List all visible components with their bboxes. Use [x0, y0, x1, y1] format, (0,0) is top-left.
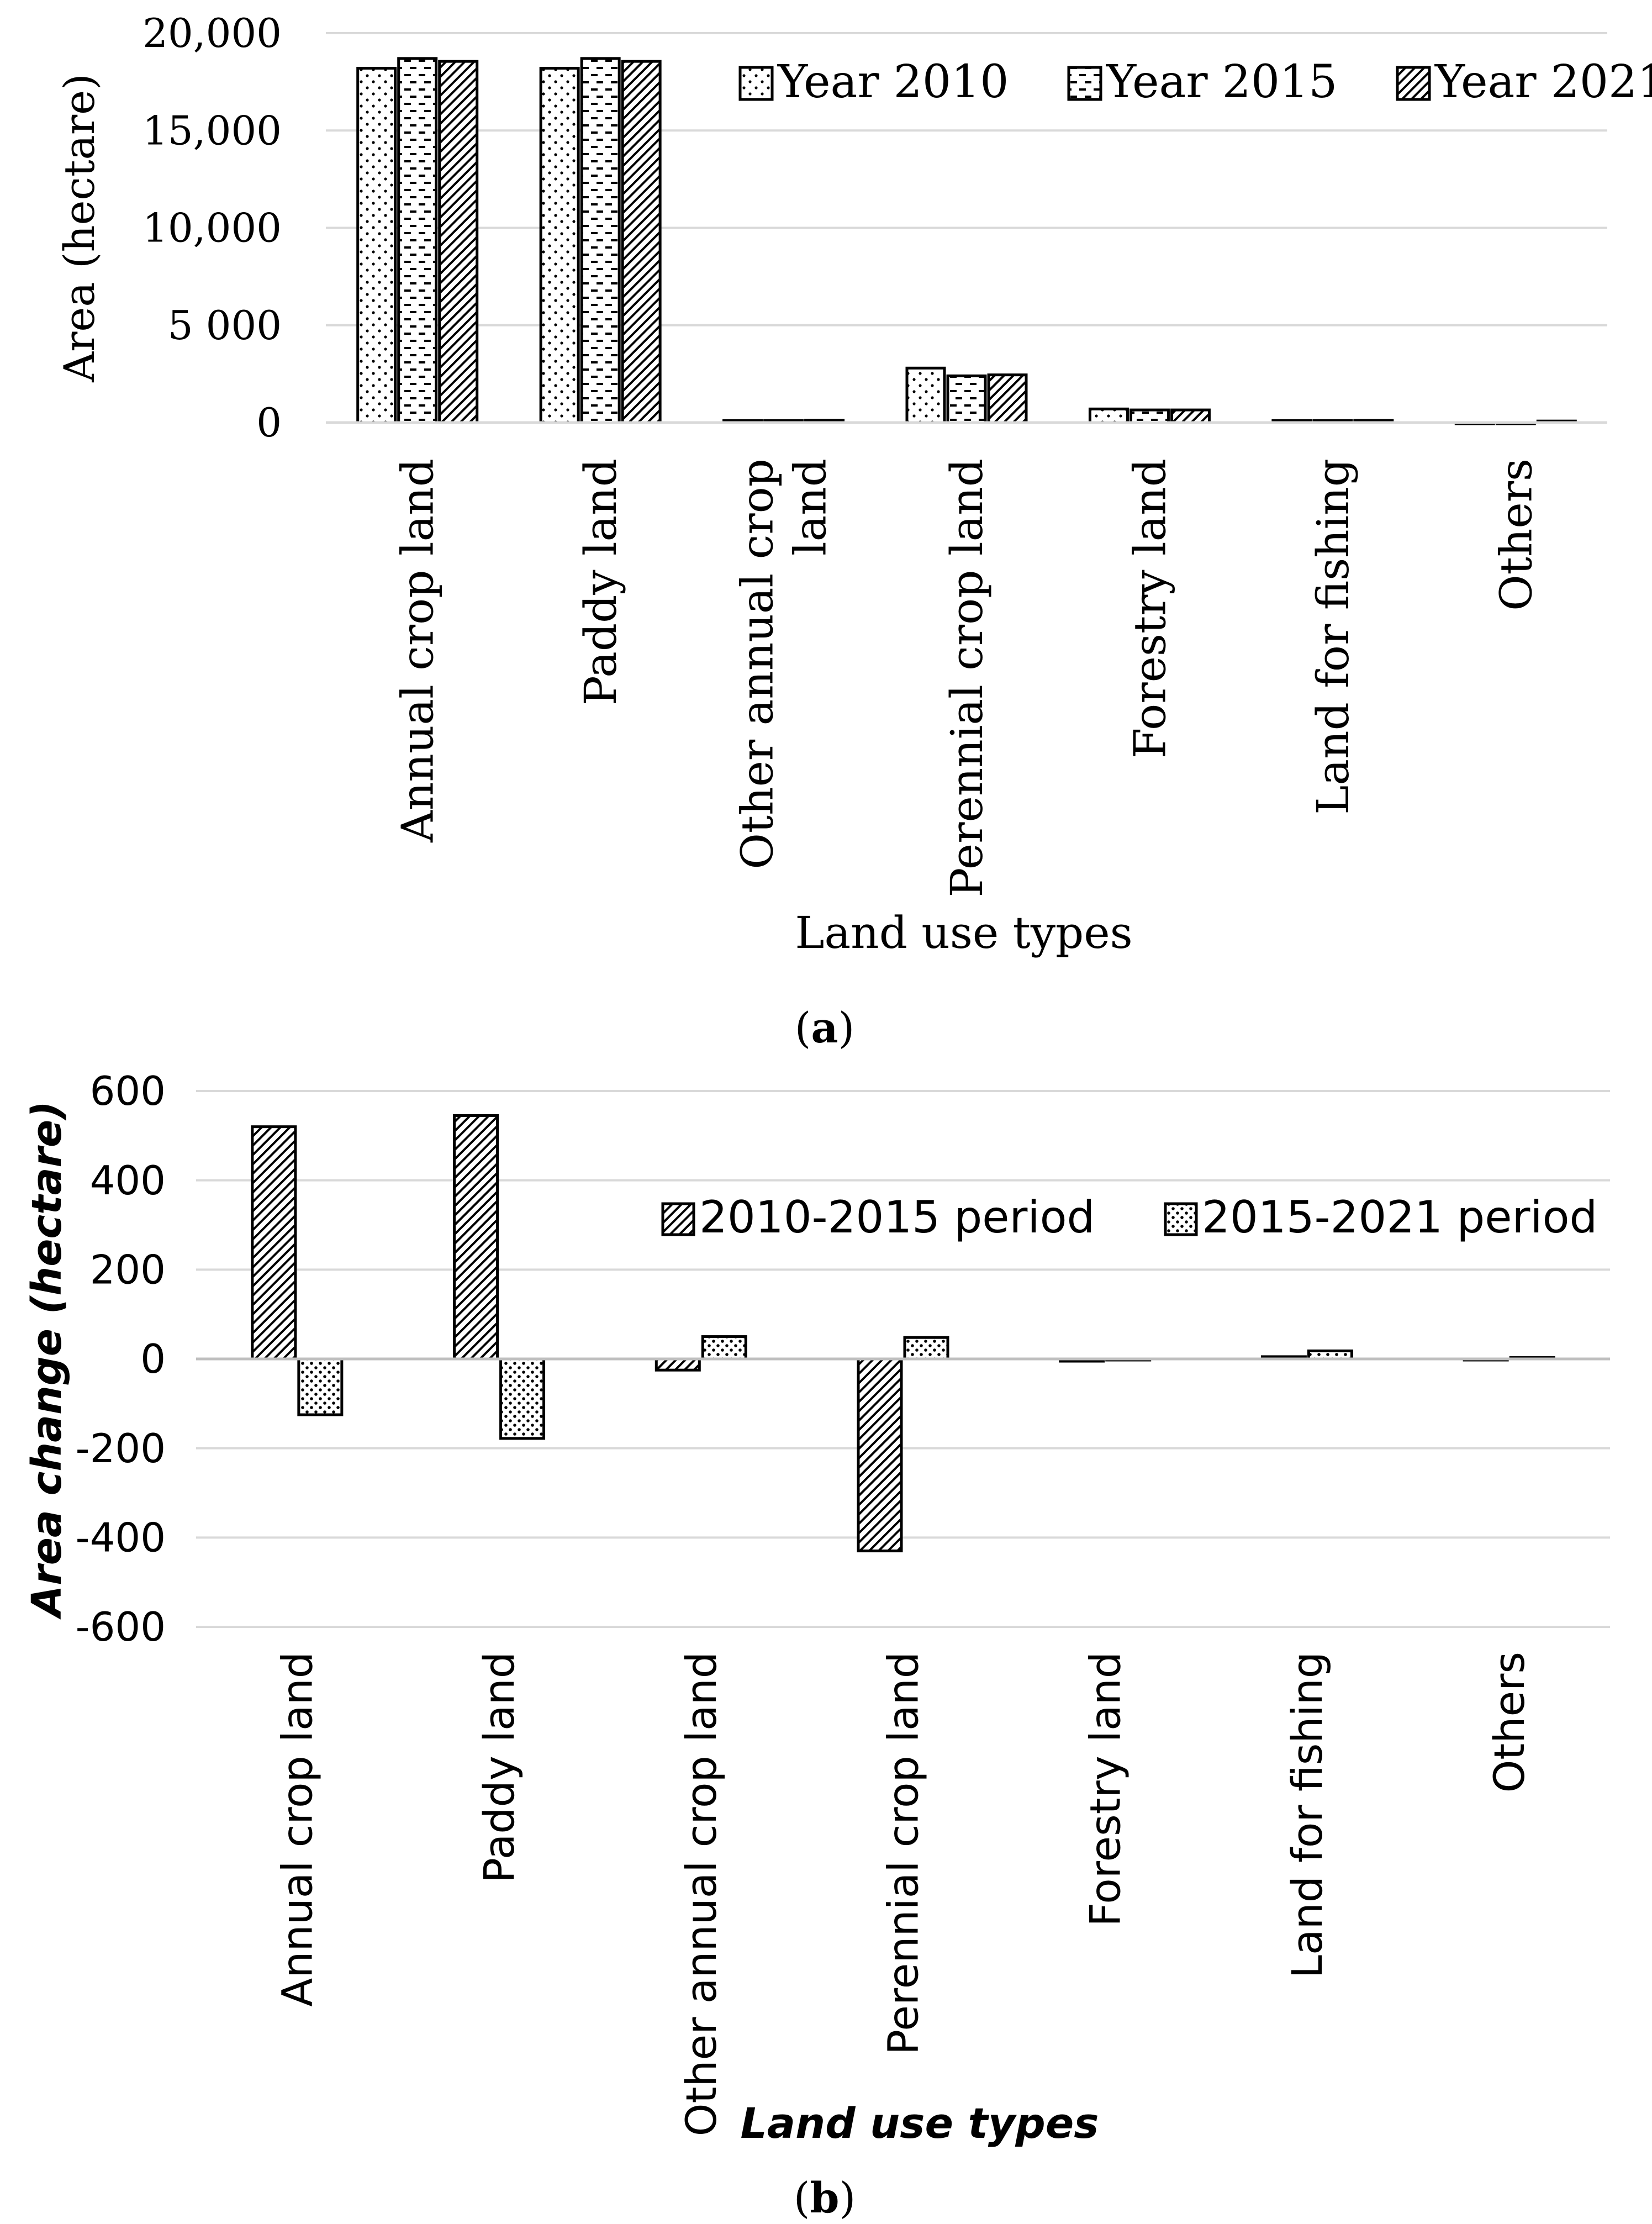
b-y-tick-label: 200: [90, 1247, 166, 1293]
a-caption: (a): [795, 1003, 855, 1052]
a-x-tick-label-perennial-crop-land: Perennial crop land: [941, 458, 993, 897]
a-bar-year-2021-1: [438, 60, 479, 424]
b-legend-swatch-2010-2015-period: [661, 1202, 695, 1236]
a-x-tick-label-forestry-land: Forestry land: [1124, 458, 1175, 758]
a-legend-label-year-2015: Year 2015: [1106, 56, 1337, 108]
b-y-axis-label: Area change (hectare): [23, 1101, 71, 1620]
a-y-tick-label: 15,000: [142, 107, 282, 154]
chart-b: -600 -400 -200 0 200 400 600 Annual crop land P…: [23, 1068, 1610, 2222]
b-bar-2010-2015-period-3: [655, 1357, 701, 1372]
a-x-axis-label: Land use types: [795, 907, 1132, 958]
a-y-tick-label: 0: [256, 399, 282, 446]
a-bar-year-2015-2: [580, 57, 621, 424]
a-x-tick-label-land-for-fishing: Land for fishing: [1307, 458, 1359, 815]
a-bar-year-2010-4: [905, 366, 946, 424]
a-legend-swatch-year-2015: [1067, 66, 1102, 101]
b-y-tick-label: 400: [90, 1157, 166, 1204]
b-bars: [251, 1114, 1555, 1553]
b-caption: (b): [794, 2173, 856, 2222]
a-y-tick-label: 5 000: [168, 302, 282, 349]
a-legend-label-year-2010: Year 2010: [777, 56, 1009, 108]
a-bar-year-2015-1: [397, 57, 438, 424]
b-x-tick-label-perennial-crop-land: Perennial crop land: [879, 1652, 928, 2055]
chart-a: 0 5 000 10,000 15,000 20,000 Annual crop lan…: [55, 10, 1652, 1052]
b-y-tick-label: -400: [76, 1515, 166, 1561]
a-bars: [356, 57, 1577, 425]
b-legend: 2010-2015 period 2015-2021 period: [661, 1192, 1597, 1243]
a-y-tick-label: 20,000: [142, 10, 282, 56]
a-bar-year-2015-4: [946, 374, 987, 424]
a-x-tick-label-others: Others: [1490, 458, 1542, 611]
b-x-tick-label-others: Others: [1485, 1652, 1534, 1793]
b-x-tick-label-paddy-land: Paddy land: [474, 1652, 524, 1883]
b-x-tick-label-forestry-land: Forestry land: [1080, 1652, 1130, 1927]
a-bar-year-2010-5: [1088, 407, 1129, 424]
a-legend-swatch-year-2010: [738, 66, 774, 101]
b-x-tick-label-annual-crop-land: Annual crop land: [272, 1652, 321, 2007]
a-bar-year-2015-5: [1129, 408, 1170, 424]
b-bar-2015-2021-period-2: [499, 1357, 546, 1440]
b-y-tick-label: 0: [140, 1336, 166, 1382]
b-x-tick-labels: Annual crop land Paddy land Other annual c…: [272, 1652, 1533, 2136]
a-y-tick-labels: 0 5 000 10,000 15,000 20,000: [142, 10, 282, 446]
b-bar-2015-2021-period-3: [701, 1335, 747, 1361]
a-y-tick-label: 10,000: [142, 205, 282, 251]
a-bar-year-2010-1: [356, 66, 397, 424]
b-x-tick-label-land-for-fishing: Land for fishing: [1282, 1652, 1332, 1978]
a-legend: Year 2010 Year 2015 Year 2021: [738, 56, 1652, 108]
b-x-tick-label-other-annual-crop-land: Other annual crop land: [677, 1652, 726, 2136]
b-bar-2010-2015-period-4: [857, 1357, 903, 1553]
b-legend-label-2015-2021-period: 2015-2021 period: [1202, 1192, 1597, 1243]
b-bar-2010-2015-period-2: [453, 1114, 499, 1361]
a-y-axis-label: Area (hectare): [55, 73, 104, 383]
b-bar-2015-2021-period-4: [903, 1336, 949, 1361]
a-legend-swatch-year-2021: [1396, 66, 1431, 101]
b-bar-2015-2021-period-1: [297, 1357, 344, 1416]
b-legend-label-2010-2015-period: 2010-2015 period: [699, 1192, 1095, 1243]
a-bar-year-2021-4: [987, 373, 1028, 424]
b-y-tick-label: -600: [76, 1604, 166, 1650]
a-legend-label-year-2021: Year 2021: [1434, 56, 1652, 108]
a-x-tick-label-paddy-land: Paddy land: [575, 458, 626, 705]
a-x-tick-label-other-annual-crop-land: Other annual cropland: [732, 458, 836, 869]
b-legend-swatch-2015-2021-period: [1164, 1202, 1198, 1236]
b-x-axis-label: Land use types: [740, 2099, 1099, 2148]
a-bar-year-2010-2: [539, 66, 580, 424]
b-y-tick-labels: -600 -400 -200 0 200 400 600: [76, 1068, 166, 1650]
a-bar-year-2021-2: [621, 60, 662, 424]
b-y-tick-label: -200: [76, 1425, 166, 1472]
a-x-tick-label-annual-crop-land: Annual crop land: [392, 458, 444, 843]
a-bar-year-2021-5: [1170, 408, 1211, 424]
a-x-tick-labels: Annual crop land Paddy land Other annual c…: [392, 458, 1542, 897]
b-y-tick-label: 600: [90, 1068, 166, 1114]
b-bar-2010-2015-period-1: [251, 1125, 297, 1361]
